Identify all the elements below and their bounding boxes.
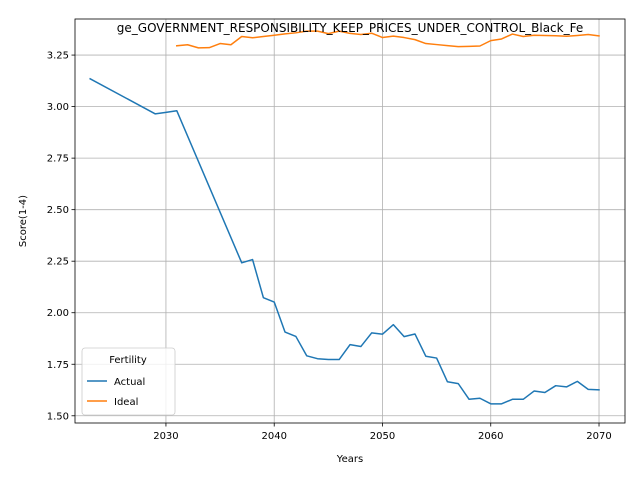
series-lines — [89, 30, 600, 405]
y-tick-label: 2.25 — [47, 257, 69, 268]
y-tick-label: 2.00 — [47, 308, 69, 319]
x-tick-label: 2060 — [478, 431, 503, 442]
x-tick-label: 2070 — [586, 431, 611, 442]
axis-ticks: 2030 2040 2050 2060 2070 1.50 1.75 2.00 2.25 2.50… — [47, 51, 612, 442]
y-tick-label: 3.25 — [47, 51, 69, 62]
legend-box — [81, 347, 176, 416]
y-axis-label: Score(1-4) — [18, 195, 29, 247]
series-line-actual — [89, 77, 600, 405]
plot-frame — [74, 18, 626, 424]
legend-label-actual: Actual — [114, 377, 145, 388]
series-line-ideal — [175, 30, 600, 49]
chart-title: ge_GOVERNMENT_RESPONSIBILITY_KEEP_PRICES… — [117, 21, 583, 35]
y-tick-label: 2.75 — [47, 154, 69, 165]
y-tick-label: 1.75 — [47, 360, 69, 371]
legend: Fertility Actual Ideal — [81, 347, 176, 416]
x-tick-label: 2030 — [153, 431, 178, 442]
x-tick-label: 2040 — [261, 431, 286, 442]
y-tick-label: 3.00 — [47, 102, 69, 113]
x-axis-label: Years — [336, 454, 363, 465]
y-tick-label: 1.50 — [47, 411, 69, 422]
y-tick-label: 2.50 — [47, 205, 69, 216]
x-tick-label: 2050 — [370, 431, 395, 442]
legend-label-ideal: Ideal — [114, 397, 138, 408]
grid-lines — [75, 19, 625, 423]
legend-title: Fertility — [109, 355, 147, 366]
